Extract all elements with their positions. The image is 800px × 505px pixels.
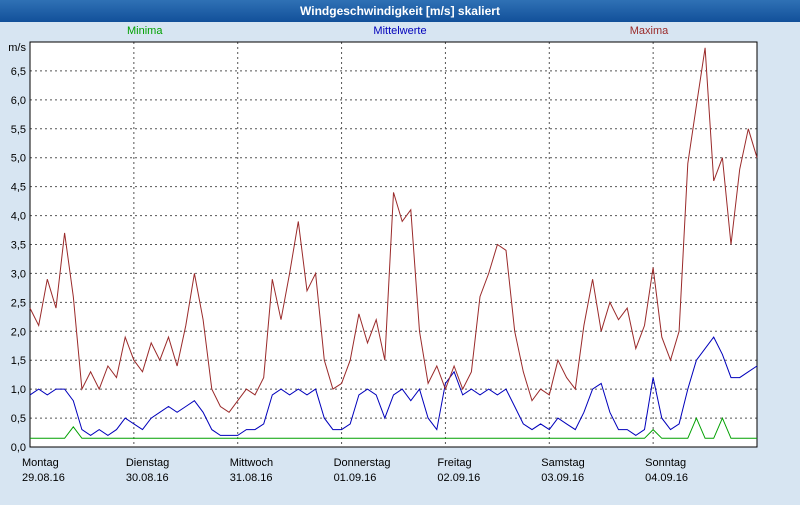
y-axis-tick-label: 3,0 [11,268,26,280]
x-axis-date-label: 29.08.16 [22,472,65,484]
x-axis-date-label: 04.09.16 [645,472,688,484]
x-axis-day-label: Mittwoch [230,457,273,469]
y-axis-tick-label: 1,0 [11,384,26,396]
y-axis-tick-label: 6,0 [11,95,26,107]
wind-speed-chart: m/s 0,0 0,5 1,0 1,5 2,0 2,5 3,0 3,5 4,0 4,5 5,0 5,5 6… [8,41,758,484]
x-axis-date-label: 02.09.16 [437,472,480,484]
y-axis-tick-label: 0,5 [11,413,26,425]
legend-mittelwerte: Mittelwerte [373,25,427,37]
x-axis-day-label: Freitag [437,457,471,469]
y-axis-tick-label: 0,0 [11,442,26,454]
y-axis-tick-label: 4,5 [11,182,26,194]
legend-minima: Minima [127,25,163,37]
x-axis-date-label: 31.08.16 [230,472,273,484]
legend-maxima: Maxima [629,25,669,37]
x-axis-day-label: Donnerstag [334,457,391,469]
chart-area: Minima Mittelwerte Maxima m/s 0,0 0,5 1,0 1,… [0,22,800,500]
title-bar: Windgeschwindigkeit [m/s] skaliert [0,0,800,22]
x-axis-day-label: Samstag [541,457,584,469]
y-axis-tick-label: 4,0 [11,211,26,223]
plot-border [29,41,758,448]
y-axis-tick-label: 5,5 [11,124,26,136]
x-axis-day-label: Montag [22,457,59,469]
y-axis-tick-label: 3,5 [11,240,26,252]
y-axis-tick-label: 6,5 [11,66,26,78]
y-axis-tick-label: 2,5 [11,297,26,309]
x-axis-date-label: 30.08.16 [126,472,169,484]
series-line-minima [30,416,757,439]
x-axis-date-label: 01.09.16 [334,472,377,484]
series-line-maxima [29,47,758,413]
x-axis-day-label: Sonntag [645,457,686,469]
y-axis-tick-label: 1,5 [11,355,26,367]
y-axis-tick-label: 2,0 [11,326,26,338]
plot-background [30,42,757,447]
x-axis-day-label: Dienstag [126,457,169,469]
y-axis-tick-label: 5,0 [11,153,26,165]
series-line-mittelwerte [29,336,758,437]
x-axis-date-label: 03.09.16 [541,472,584,484]
y-axis-unit-label: m/s [8,42,26,54]
window-title: Windgeschwindigkeit [m/s] skaliert [300,4,500,18]
